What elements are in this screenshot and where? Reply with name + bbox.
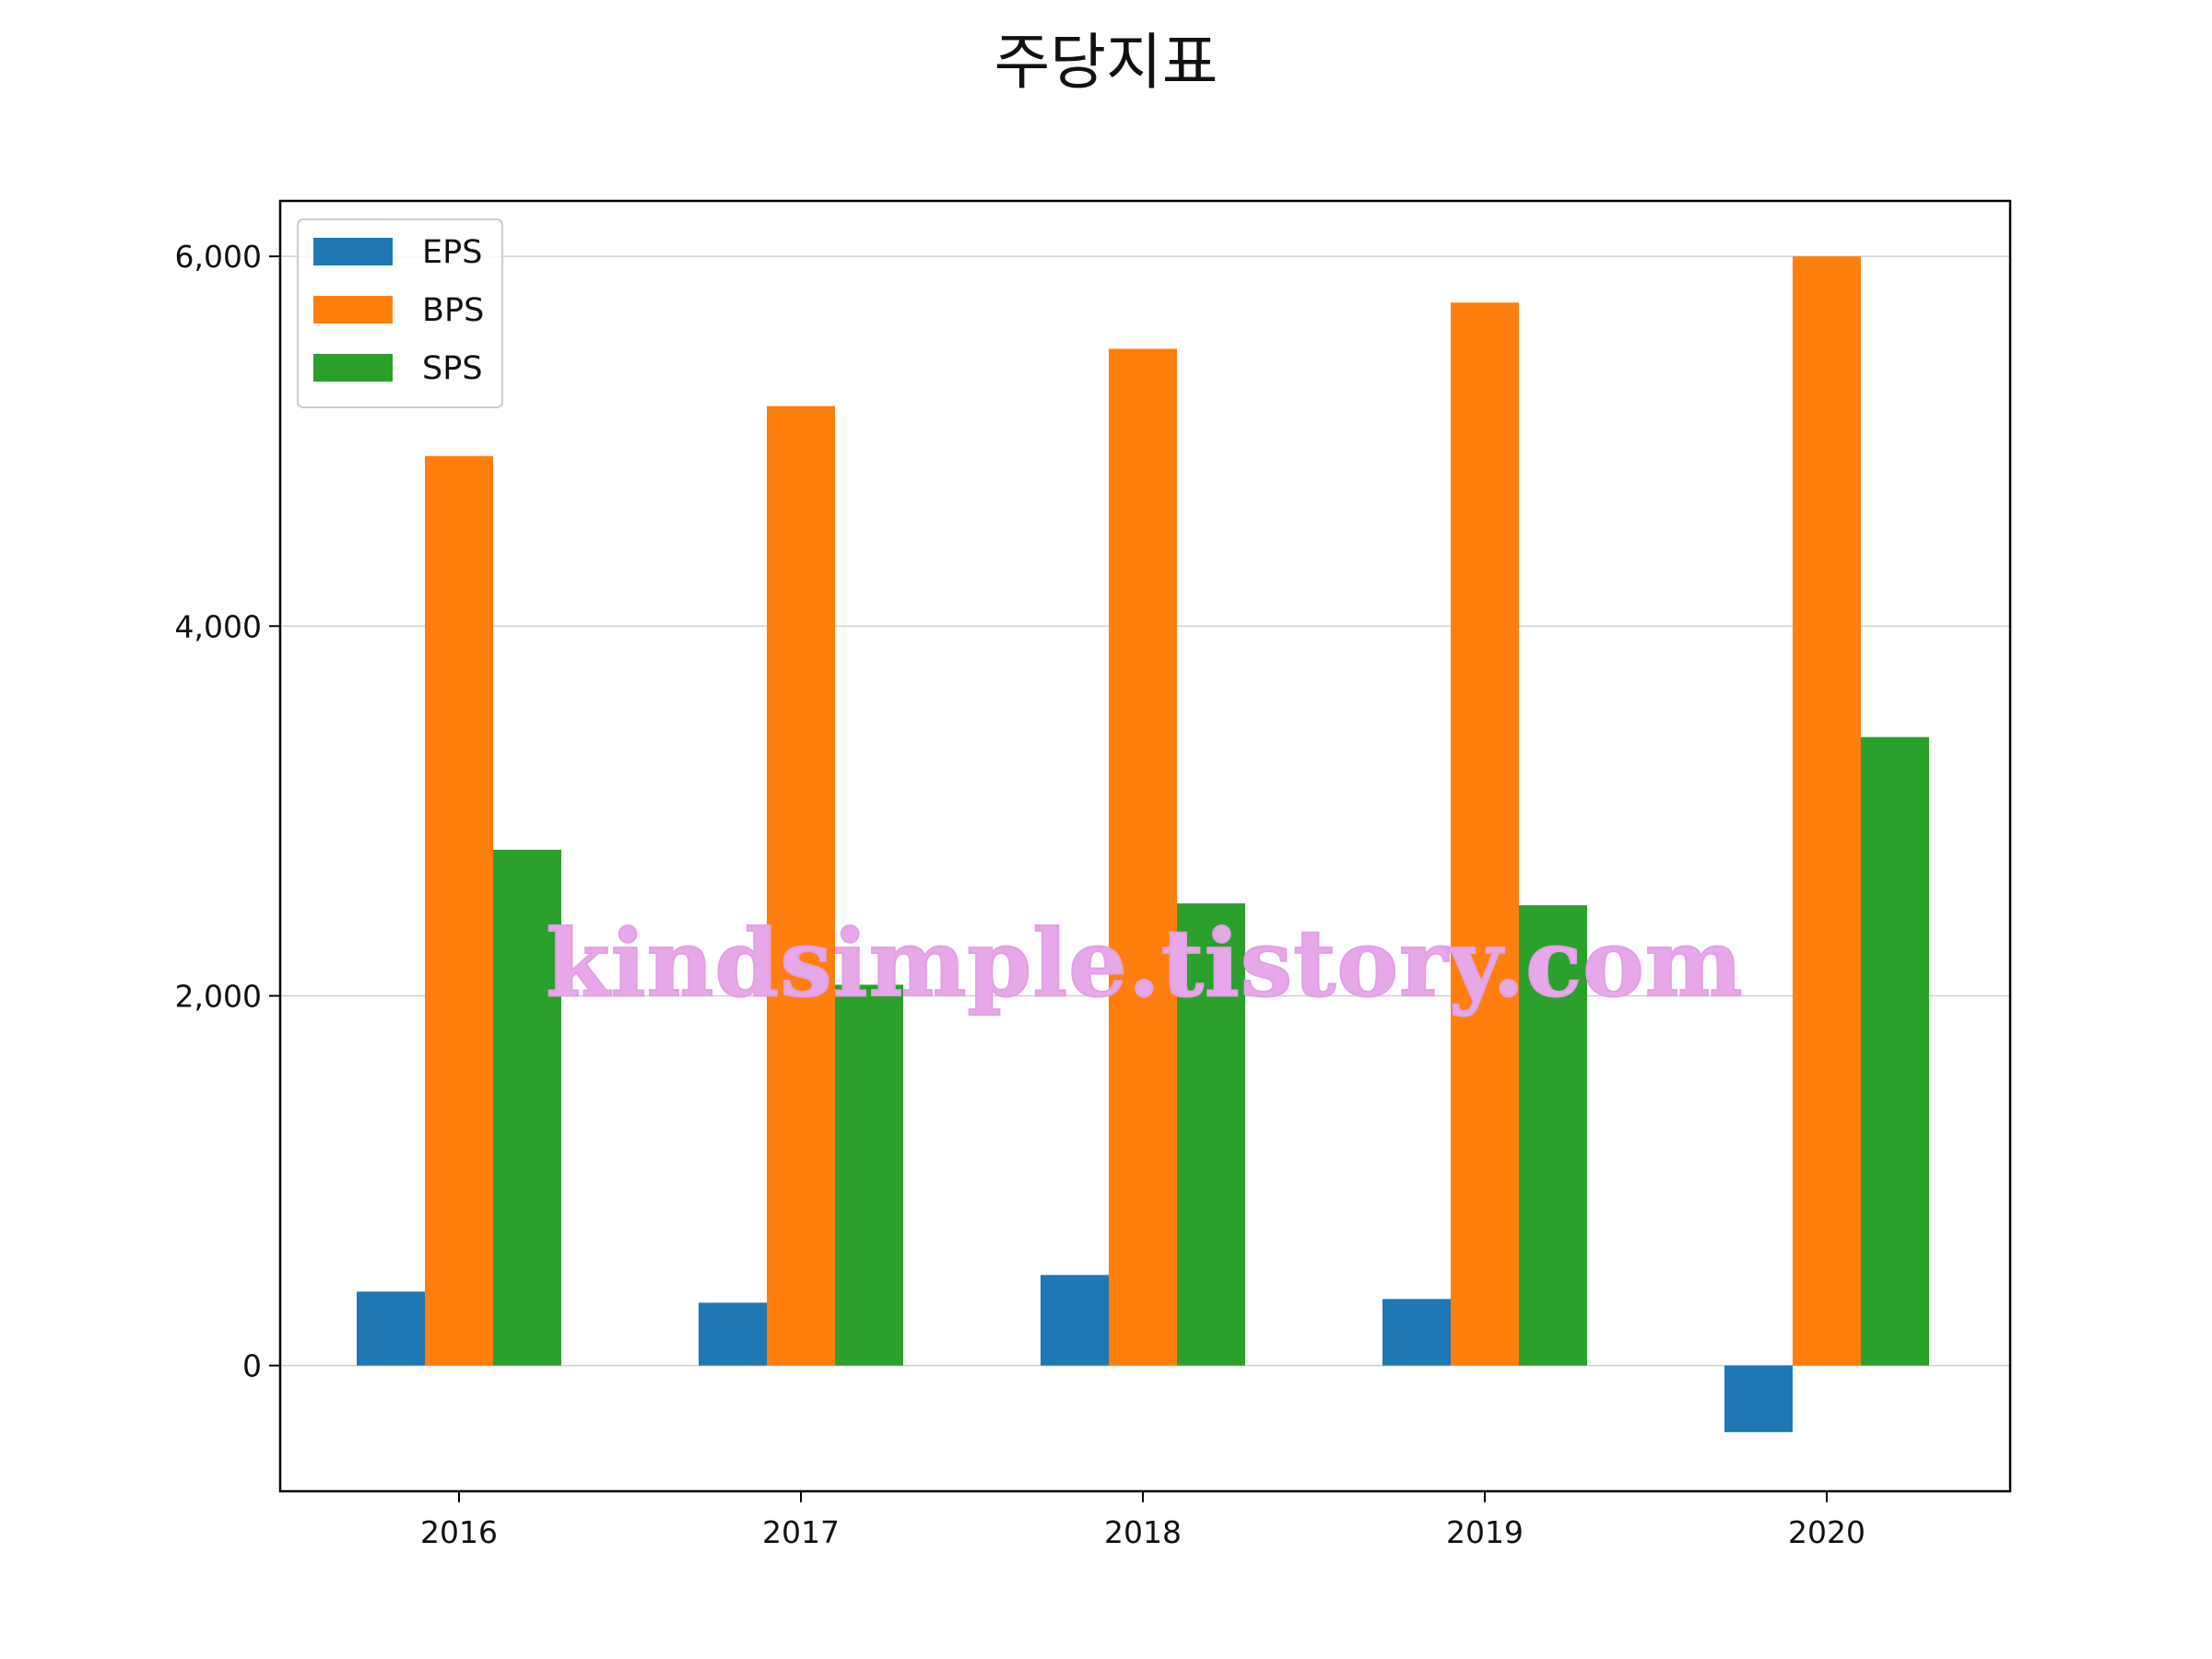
x-tick-label: 2018 <box>1104 1514 1182 1550</box>
bar-eps-2016 <box>357 1291 425 1366</box>
bar-sps-2016 <box>493 850 561 1366</box>
legend-label-bps: BPS <box>422 292 484 329</box>
x-axis: 2016 2017 2018 2019 2020 <box>420 1491 1865 1550</box>
bar-bps-2018 <box>1109 348 1177 1366</box>
bar-eps-2018 <box>1041 1275 1109 1366</box>
bar-sps-2019 <box>1519 905 1587 1366</box>
bar-eps-2020 <box>1724 1365 1793 1432</box>
bar-eps-2019 <box>1382 1299 1451 1366</box>
legend-label-sps: SPS <box>422 350 483 387</box>
x-tick-label: 2016 <box>420 1514 498 1550</box>
bar-sps-2017 <box>835 984 903 1366</box>
y-tick-label: 6,000 <box>175 239 262 275</box>
legend-swatch-eps <box>313 238 393 265</box>
bar-sps-2018 <box>1177 903 1245 1366</box>
bar-bps-2019 <box>1451 302 1519 1366</box>
y-tick-label: 0 <box>242 1348 262 1384</box>
bar-bps-2020 <box>1793 256 1861 1366</box>
legend: EPS BPS SPS <box>297 218 503 408</box>
x-tick-label: 2020 <box>1788 1514 1865 1550</box>
y-tick-label: 2,000 <box>175 978 262 1014</box>
bar-bps-2016 <box>425 455 493 1366</box>
legend-swatch-sps <box>313 354 393 382</box>
bar-eps-2017 <box>699 1302 767 1366</box>
x-tick-label: 2017 <box>762 1514 840 1550</box>
x-tick-label: 2019 <box>1446 1514 1524 1550</box>
bar-sps-2020 <box>1861 736 1929 1366</box>
bars <box>357 256 1929 1432</box>
legend-swatch-bps <box>313 296 393 324</box>
bar-bps-2017 <box>767 406 835 1366</box>
y-tick-label: 4,000 <box>175 608 262 644</box>
watermark: kindsimple.tistory.com <box>546 909 1743 1018</box>
chart-title: 주당지표 <box>994 27 1218 98</box>
y-axis: 0 2,000 4,000 6,000 <box>175 239 280 1384</box>
legend-label-eps: EPS <box>422 234 482 271</box>
axes-frame <box>278 199 2012 1493</box>
